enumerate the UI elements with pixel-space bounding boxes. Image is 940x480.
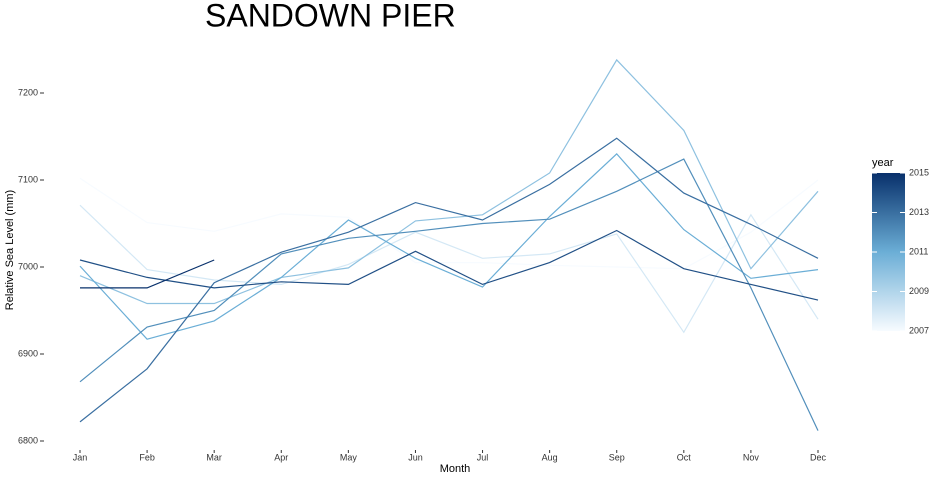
colorbar-tick-label: 2013 bbox=[909, 207, 929, 217]
series-line bbox=[79, 177, 819, 270]
x-tick-label: Mar bbox=[206, 452, 222, 462]
x-tick-label: Jul bbox=[477, 452, 489, 462]
colorbar-tick-label: 2015 bbox=[909, 167, 929, 177]
x-tick-label: Apr bbox=[274, 452, 288, 462]
x-tick-label: Jan bbox=[73, 452, 88, 462]
series-line bbox=[80, 259, 215, 289]
y-tick-label: 7000 bbox=[18, 261, 38, 271]
legend-title: year bbox=[872, 157, 894, 169]
x-tick-label: Dec bbox=[810, 452, 827, 462]
colorbar-tick-label: 2007 bbox=[909, 325, 929, 335]
colorbar-tick-label: 2009 bbox=[909, 286, 929, 296]
series-line bbox=[79, 229, 819, 301]
x-tick-label: Aug bbox=[542, 452, 558, 462]
colorbar-tick-label: 2011 bbox=[909, 246, 928, 256]
x-tick-label: Sep bbox=[609, 452, 625, 462]
x-tick-label: Oct bbox=[677, 452, 692, 462]
series-line bbox=[79, 58, 819, 305]
series-line bbox=[79, 137, 819, 423]
colorbar bbox=[872, 173, 905, 331]
x-tick-label: May bbox=[340, 452, 358, 462]
y-axis-title: Relative Sea Level (mm) bbox=[4, 190, 16, 310]
x-tick-label: Jun bbox=[408, 452, 423, 462]
y-tick-label: 6800 bbox=[18, 435, 38, 445]
y-tick-label: 6900 bbox=[18, 348, 38, 358]
y-tick-label: 7100 bbox=[18, 174, 38, 184]
x-tick-label: Nov bbox=[743, 452, 760, 462]
series-line bbox=[79, 204, 819, 334]
x-tick-label: Feb bbox=[139, 452, 155, 462]
series-line bbox=[79, 158, 819, 431]
y-tick-label: 7200 bbox=[18, 87, 38, 97]
series-line bbox=[79, 153, 819, 340]
x-axis-title: Month bbox=[440, 463, 471, 475]
chart-title: SANDOWN PIER bbox=[205, 0, 456, 33]
